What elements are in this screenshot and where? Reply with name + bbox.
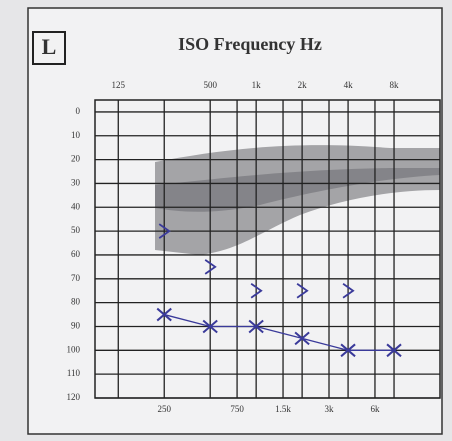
data-point bbox=[204, 259, 217, 275]
bracket-marker-shape bbox=[158, 223, 171, 239]
y-tick-label: 110 bbox=[67, 368, 81, 378]
data-point bbox=[202, 319, 218, 334]
speech-banana-core bbox=[155, 168, 440, 212]
y-tick-label: 10 bbox=[71, 130, 81, 140]
y-tick-label: 100 bbox=[67, 344, 81, 354]
x-marker-shape bbox=[340, 343, 356, 358]
x-marker-shape bbox=[156, 307, 172, 322]
bracket-marker-shape bbox=[296, 282, 309, 299]
y-tick-label: 80 bbox=[71, 297, 81, 307]
x-marker-shape bbox=[386, 343, 402, 358]
y-tick-label: 30 bbox=[71, 178, 81, 188]
x-tick-label: 6k bbox=[370, 404, 380, 414]
x-tick-top-label: 500 bbox=[203, 80, 217, 90]
series-line bbox=[164, 313, 395, 351]
x-marker-shape bbox=[294, 331, 310, 346]
x-tick-top-label: 4k bbox=[344, 80, 354, 90]
x-tick-label: 750 bbox=[230, 404, 244, 414]
x-tick-label: 1.5k bbox=[275, 404, 291, 414]
chart-title: ISO Frequency Hz bbox=[178, 34, 322, 54]
data-point bbox=[342, 282, 355, 299]
y-tick-label: 70 bbox=[71, 273, 81, 283]
y-tick-label: 60 bbox=[71, 249, 81, 259]
data-point bbox=[156, 307, 172, 322]
y-tick-label: 120 bbox=[67, 392, 81, 402]
data-point bbox=[250, 282, 263, 299]
y-tick-label: 20 bbox=[71, 154, 81, 164]
data-point bbox=[296, 282, 309, 299]
ear-label: L bbox=[42, 34, 57, 59]
y-tick-label: 90 bbox=[71, 321, 81, 331]
x-marker-shape bbox=[202, 319, 218, 334]
x-tick-top-label: 8k bbox=[390, 80, 400, 90]
x-tick-label: 3k bbox=[325, 404, 335, 414]
bracket-marker-shape bbox=[204, 259, 217, 275]
x-marker-shape bbox=[248, 319, 264, 334]
data-point bbox=[340, 343, 356, 358]
x-tick-top-label: 125 bbox=[112, 80, 126, 90]
x-tick-top-label: 2k bbox=[298, 80, 308, 90]
x-tick-top-label: 1k bbox=[252, 80, 262, 90]
bracket-marker-shape bbox=[342, 282, 355, 299]
data-point bbox=[386, 343, 402, 358]
data-point bbox=[158, 223, 171, 239]
x-tick-label: 250 bbox=[157, 404, 171, 414]
y-tick-label: 40 bbox=[71, 201, 81, 211]
ear-box bbox=[32, 31, 66, 65]
y-tick-label: 0 bbox=[76, 106, 81, 116]
data-point bbox=[294, 331, 310, 346]
y-tick-label: 50 bbox=[71, 225, 81, 235]
data-point bbox=[248, 319, 264, 334]
bracket-marker-shape bbox=[250, 282, 263, 299]
